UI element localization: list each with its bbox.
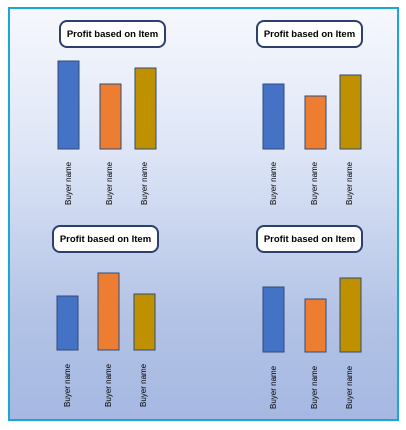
- category-label: Buyer name: [310, 365, 319, 409]
- bar-2: [99, 83, 122, 150]
- bar-3: [134, 67, 157, 150]
- chart-title: Profit based on Item: [59, 20, 166, 48]
- bar-3: [339, 74, 362, 150]
- bar-1: [56, 295, 79, 351]
- category-label: Buyer name: [345, 365, 354, 409]
- chart-title: Profit based on Item: [52, 225, 159, 253]
- category-label: Buyer name: [310, 161, 319, 205]
- bar-3: [339, 277, 362, 353]
- chart-title: Profit based on Item: [256, 225, 363, 253]
- bar-3: [133, 293, 156, 351]
- category-label: Buyer name: [104, 363, 113, 407]
- category-label: Buyer name: [269, 161, 278, 205]
- bar-1: [57, 60, 80, 150]
- bar-2: [304, 95, 327, 150]
- category-label: Buyer name: [269, 365, 278, 409]
- category-label: Buyer name: [105, 161, 114, 205]
- bar-1: [262, 83, 285, 150]
- category-label: Buyer name: [140, 161, 149, 205]
- bar-2: [97, 272, 120, 351]
- category-label: Buyer name: [64, 161, 73, 205]
- chart-title: Profit based on Item: [256, 20, 363, 48]
- bar-2: [304, 298, 327, 353]
- category-label: Buyer name: [345, 161, 354, 205]
- bar-1: [262, 286, 285, 353]
- category-label: Buyer name: [139, 363, 148, 407]
- category-label: Buyer name: [63, 363, 72, 407]
